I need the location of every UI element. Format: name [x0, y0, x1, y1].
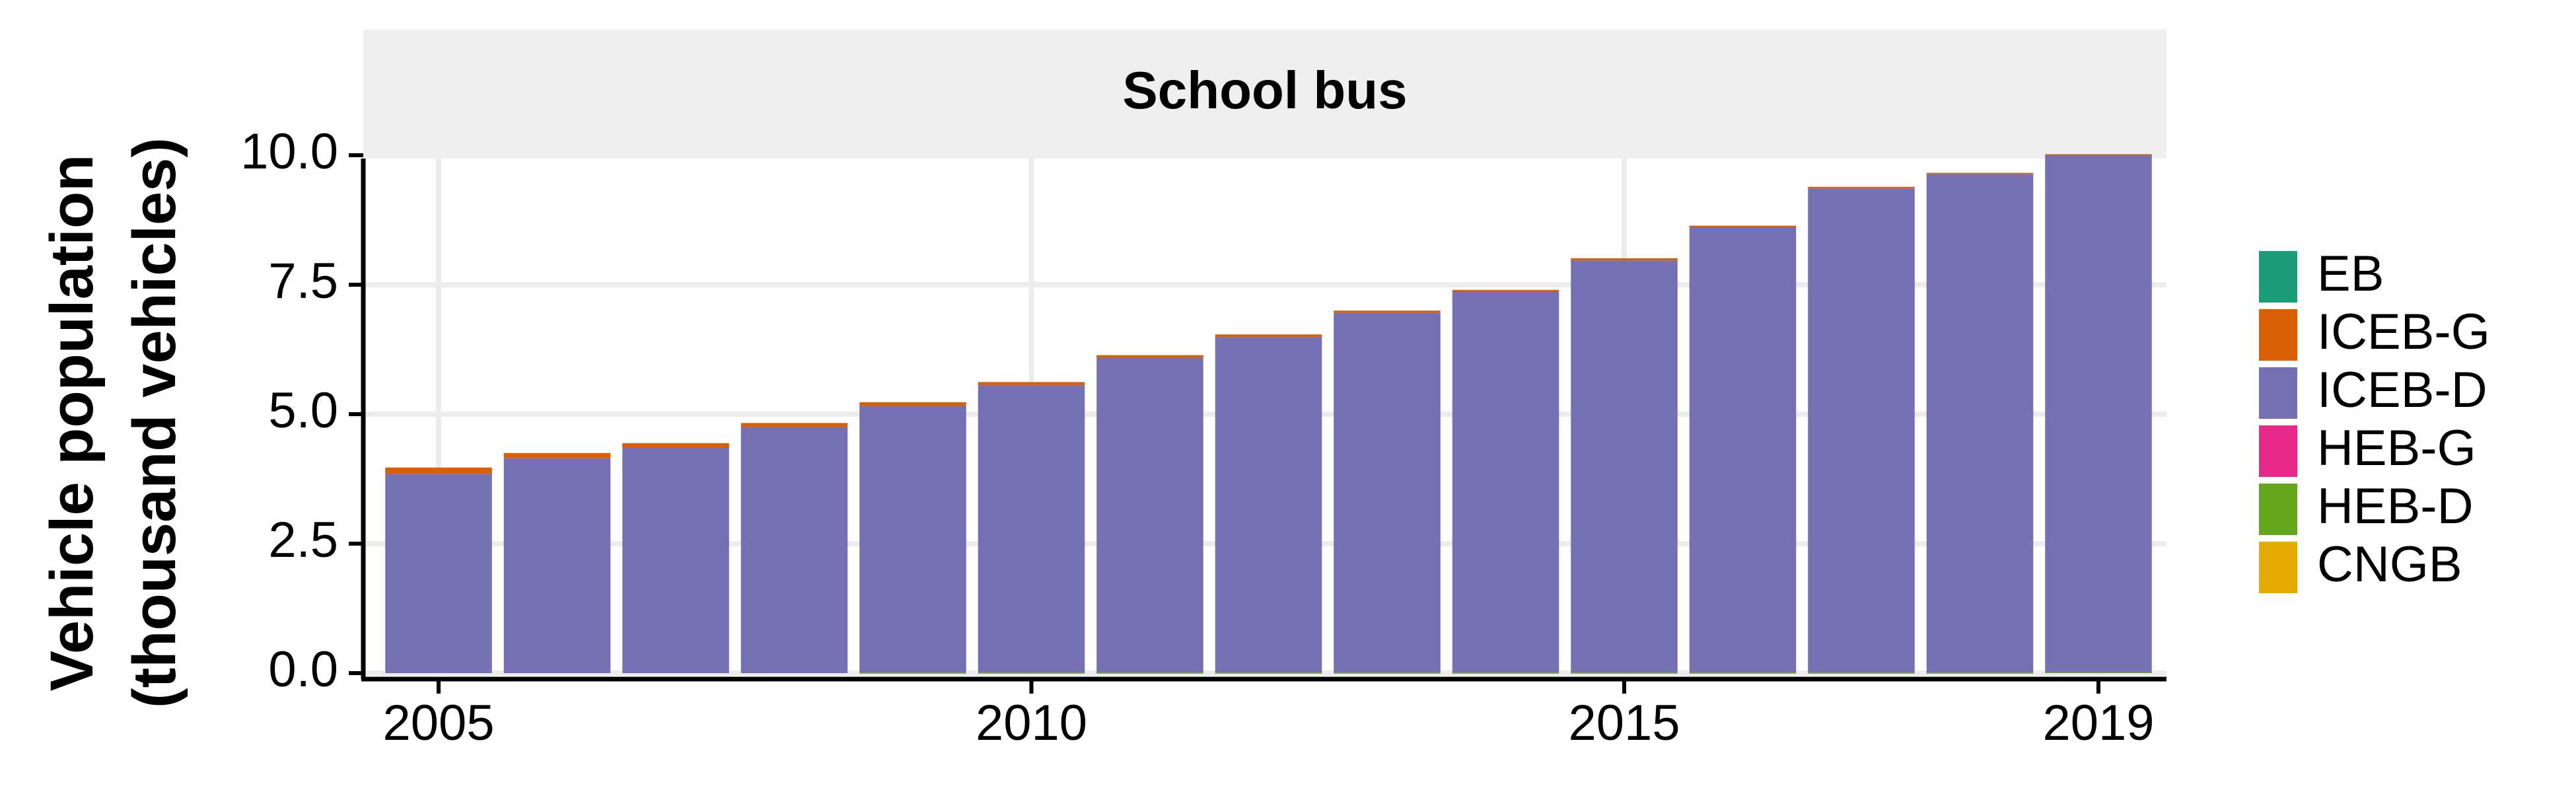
y-tick-label: 2.5 — [268, 512, 338, 568]
bar-segment-heb-d — [978, 672, 1085, 674]
legend-key-heb-g — [2259, 425, 2297, 477]
bar-segment-heb-d — [1808, 672, 1915, 674]
legend-label: HEB-D — [2317, 478, 2473, 534]
bar-segment-iceb-g — [2045, 154, 2152, 155]
x-tick-label: 2015 — [1568, 695, 1680, 751]
bar-segment-iceb-d — [385, 474, 492, 673]
bar-segment-heb-d — [2045, 672, 2152, 673]
bar-segment-iceb-d — [1689, 227, 1797, 673]
facet-title: School bus — [1122, 61, 1407, 120]
x-tick-label: 2010 — [976, 695, 1087, 751]
bar-segment-iceb-d — [2045, 155, 2152, 672]
x-tick-label: 2005 — [382, 695, 494, 751]
bar-segment-iceb-g — [1689, 225, 1797, 227]
bar-segment-iceb-d — [1808, 188, 1915, 673]
y-axis-label: Vehicle population (thousand vehicles) — [38, 137, 188, 708]
legend-key-cngb — [2259, 542, 2297, 593]
bar-segment-iceb-g — [1334, 310, 1441, 313]
bar-segment-iceb-g — [1926, 172, 2034, 174]
bar-segment-iceb-d — [1452, 291, 1559, 673]
y-tick-label: 7.5 — [268, 253, 338, 309]
bar-segment-iceb-g — [740, 423, 848, 427]
bar-segment-iceb-d — [740, 427, 848, 673]
bar-segment-iceb-g — [978, 382, 1085, 386]
bar-segment-iceb-d — [1571, 260, 1678, 673]
bar-segment-heb-d — [1215, 672, 1322, 674]
bar-segment-iceb-g — [859, 402, 966, 406]
legend-label: ICEB-D — [2317, 362, 2487, 418]
bar-segment-heb-d — [1452, 672, 1559, 674]
legend-key-heb-d — [2259, 484, 2297, 535]
y-axis-label-line: Vehicle population — [38, 155, 106, 692]
bars — [385, 154, 2152, 674]
bar-segment-iceb-g — [1808, 186, 1915, 189]
bar-segment-heb-d — [1571, 672, 1678, 674]
facet-strip — [363, 30, 2166, 159]
bar-segment-iceb-d — [503, 458, 611, 673]
bar-segment-heb-d — [859, 672, 966, 674]
bar-segment-iceb-d — [978, 385, 1085, 673]
y-tick-label: 10.0 — [240, 124, 338, 180]
bar-segment-iceb-g — [1096, 355, 1203, 358]
bar-segment-iceb-g — [503, 452, 611, 458]
bar-segment-iceb-d — [1096, 357, 1203, 673]
bar-segment-iceb-d — [1334, 312, 1441, 673]
bar-segment-iceb-d — [622, 447, 729, 673]
y-axis-label-line: (thousand vehicles) — [121, 137, 188, 708]
bar-segment-heb-d — [1334, 672, 1441, 674]
bar-segment-heb-d — [1926, 672, 2034, 674]
x-tick-label: 2019 — [2042, 695, 2154, 751]
legend-label: EB — [2317, 246, 2384, 302]
bar-segment-iceb-d — [1926, 174, 2034, 673]
ticks: 0.0 2.5 5.0 7.5 10.0 2005 2010 2015 2019 — [240, 124, 2154, 751]
legend-label: CNGB — [2317, 536, 2462, 593]
legend-key-iceb-d — [2259, 367, 2297, 419]
bar-segment-iceb-d — [859, 406, 966, 673]
legend-label: ICEB-G — [2317, 304, 2490, 360]
bar-segment-iceb-g — [1452, 289, 1559, 292]
legend-label: HEB-G — [2317, 420, 2476, 476]
y-tick-label: 0.0 — [268, 641, 338, 698]
bar-segment-iceb-d — [1215, 337, 1322, 673]
y-tick-label: 5.0 — [268, 382, 338, 439]
bar-segment-iceb-g — [385, 467, 492, 474]
bar-segment-heb-d — [1096, 672, 1203, 674]
axes — [361, 159, 2166, 682]
bar-segment-iceb-g — [1215, 334, 1322, 338]
legend-key-eb — [2259, 251, 2297, 303]
bar-segment-heb-d — [1689, 672, 1797, 674]
bar-segment-iceb-g — [622, 443, 729, 448]
legend-key-iceb-g — [2259, 309, 2297, 361]
bar-segment-iceb-g — [1571, 258, 1678, 261]
